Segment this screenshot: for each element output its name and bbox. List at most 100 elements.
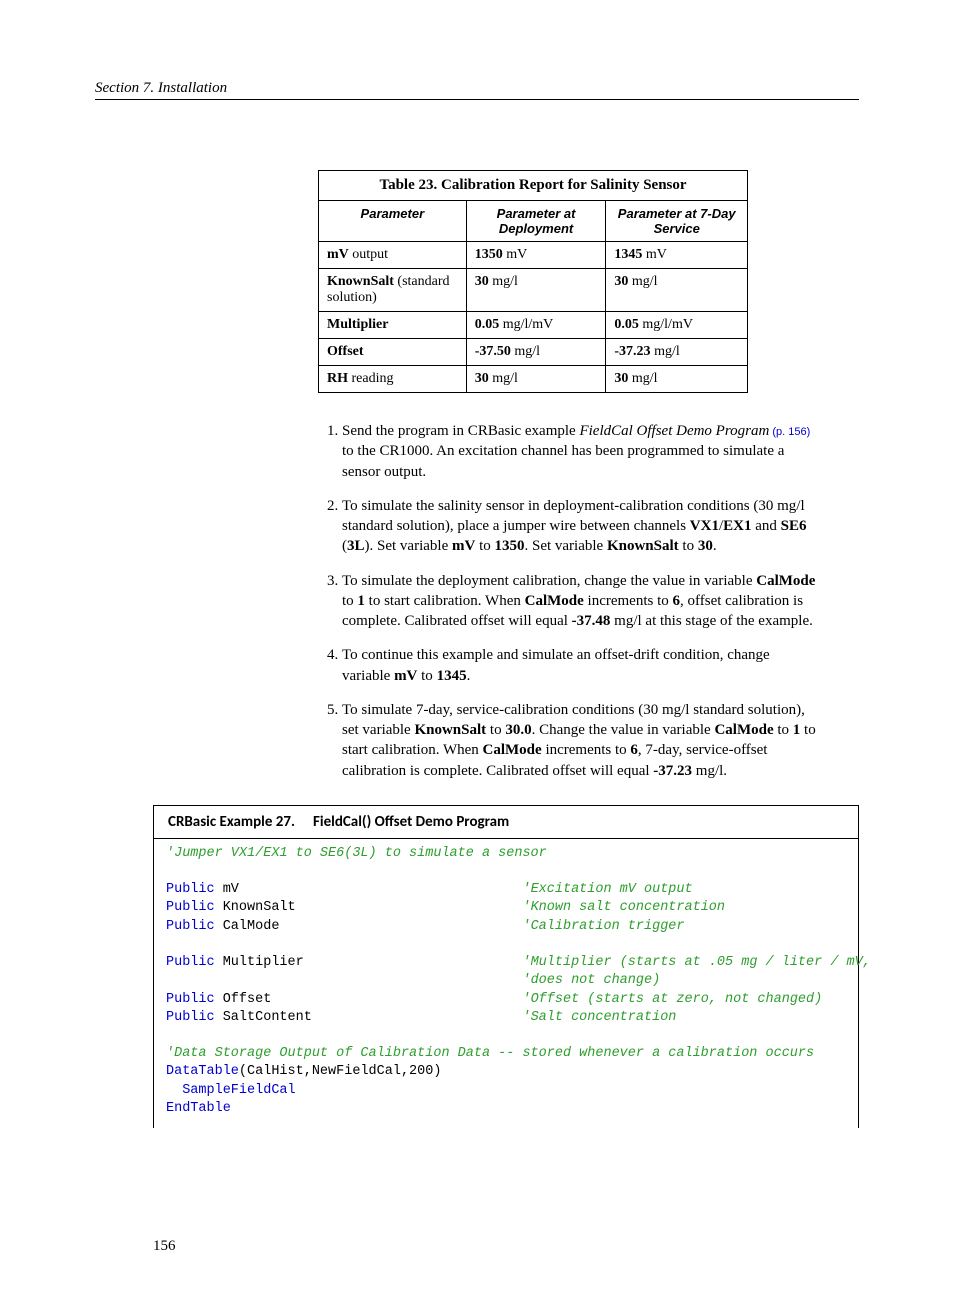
- code-var: Offset: [215, 992, 272, 1007]
- txt: 1345: [437, 668, 467, 684]
- list-item: To simulate 7-day, service-calibration c…: [342, 700, 819, 781]
- cell: mV: [642, 247, 667, 262]
- list-item: To simulate the deployment calibration, …: [342, 571, 819, 632]
- list-item: Send the program in CRBasic example Fiel…: [342, 421, 819, 482]
- txt: to: [486, 722, 505, 738]
- code-kw: Public: [166, 900, 215, 915]
- txt: mV: [394, 668, 417, 684]
- page-header-section: Section 7. Installation: [95, 80, 859, 97]
- txt: FieldCal Offset Demo Program: [579, 423, 769, 439]
- page-ref-link[interactable]: (p. 156): [769, 426, 810, 438]
- txt: ). Set variable: [365, 538, 452, 554]
- code-args: (CalHist,NewFieldCal,200): [239, 1064, 442, 1079]
- list-item: To continue this example and simulate an…: [342, 645, 819, 686]
- txt: . Change the value in variable: [532, 722, 715, 738]
- code-comment: 'Jumper VX1/EX1 to SE6(3L) to simulate a…: [166, 846, 547, 861]
- code-kw: Public: [166, 955, 215, 970]
- steps-list: Send the program in CRBasic example Fiel…: [318, 421, 819, 781]
- main-content: Table 23. Calibration Report for Salinit…: [318, 170, 819, 781]
- table-row: Offset -37.50 mg/l -37.23 mg/l: [319, 339, 748, 366]
- txt: 3L: [347, 538, 365, 554]
- txt: increments to: [584, 593, 673, 609]
- code-var: mV: [215, 882, 239, 897]
- cell: -37.50: [475, 344, 511, 359]
- cell: 30: [475, 371, 489, 386]
- txt: SE6: [781, 518, 807, 534]
- table-row: RH reading 30 mg/l 30 mg/l: [319, 366, 748, 393]
- table-row: mV output 1350 mV 1345 mV: [319, 242, 748, 269]
- txt: KnownSalt: [607, 538, 679, 554]
- txt: to start calibration. When: [365, 593, 525, 609]
- code-comment: 'Salt concentration: [522, 1010, 676, 1025]
- cell: -37.23: [614, 344, 650, 359]
- cell: reading: [348, 371, 393, 386]
- cell: mg/l: [651, 344, 680, 359]
- txt: CalMode: [714, 722, 773, 738]
- table-col-1: Parameter at Deployment: [466, 201, 606, 242]
- txt: VX1: [690, 518, 719, 534]
- txt: to: [679, 538, 698, 554]
- cell: 1345: [614, 247, 642, 262]
- cell: mg/l: [628, 371, 657, 386]
- txt: and: [751, 518, 780, 534]
- cell: mg/l: [628, 274, 657, 289]
- txt: 30: [698, 538, 713, 554]
- txt: to: [417, 668, 436, 684]
- txt: mV: [452, 538, 475, 554]
- code-example-title: CRBasic Example 27.FieldCal() Offset Dem…: [154, 806, 858, 839]
- code-var: Multiplier: [215, 955, 304, 970]
- cell: KnownSalt: [327, 274, 394, 289]
- txt: CalMode: [483, 742, 542, 758]
- cell: output: [349, 247, 388, 262]
- code-listing: 'Jumper VX1/EX1 to SE6(3L) to simulate a…: [154, 839, 858, 1128]
- table-row: Multiplier 0.05 mg/l/mV 0.05 mg/l/mV: [319, 312, 748, 339]
- txt: to: [475, 538, 494, 554]
- cell: mV: [503, 247, 528, 262]
- code-kw: Public: [166, 992, 215, 1007]
- txt: to: [342, 593, 357, 609]
- code-comment: 'Excitation mV output: [522, 882, 692, 897]
- cell: mg/l/mV: [639, 317, 693, 332]
- txt: 6: [673, 593, 681, 609]
- cell: 30: [614, 274, 628, 289]
- txt: -37.48: [572, 613, 611, 629]
- cell: Multiplier: [327, 317, 388, 332]
- code-example-number: CRBasic Example 27.: [168, 813, 295, 831]
- txt: -37.23: [653, 763, 692, 779]
- code-kw: SampleFieldCal: [166, 1083, 296, 1098]
- txt: To simulate the deployment calibration, …: [342, 573, 756, 589]
- txt: 30.0: [505, 722, 531, 738]
- txt: .: [467, 668, 471, 684]
- code-example-box: CRBasic Example 27.FieldCal() Offset Dem…: [153, 805, 859, 1128]
- code-kw: EndTable: [166, 1101, 231, 1116]
- table-row: KnownSalt (standard solution) 30 mg/l 30…: [319, 269, 748, 312]
- cell: mg/l/mV: [499, 317, 553, 332]
- cell: mg/l: [489, 371, 518, 386]
- code-comment: 'Data Storage Output of Calibration Data…: [166, 1046, 814, 1061]
- code-comment: 'Offset (starts at zero, not changed): [522, 992, 822, 1007]
- cell: mg/l: [511, 344, 540, 359]
- cell: mg/l: [489, 274, 518, 289]
- calibration-table: Table 23. Calibration Report for Salinit…: [318, 170, 748, 393]
- code-kw: Public: [166, 882, 215, 897]
- txt: 1350: [494, 538, 524, 554]
- txt: .: [713, 538, 717, 554]
- code-comment: 'Calibration trigger: [522, 919, 684, 934]
- txt: Send the program in CRBasic example: [342, 423, 579, 439]
- code-kw: Public: [166, 1010, 215, 1025]
- cell: 30: [475, 274, 489, 289]
- cell: 1350: [475, 247, 503, 262]
- txt: CalMode: [756, 573, 815, 589]
- code-comment: 'Multiplier (starts at .05 mg / liter / …: [522, 955, 870, 970]
- txt: mg/l.: [692, 763, 727, 779]
- txt: KnownSalt: [414, 722, 486, 738]
- page-number: 156: [153, 1238, 859, 1255]
- cell: mV: [327, 247, 349, 262]
- table-col-2: Parameter at 7-Day Service: [606, 201, 748, 242]
- txt: increments to: [542, 742, 631, 758]
- code-var: KnownSalt: [215, 900, 296, 915]
- code-comment: 'Known salt concentration: [522, 900, 725, 915]
- table-title: Table 23. Calibration Report for Salinit…: [319, 171, 748, 201]
- txt: CalMode: [525, 593, 584, 609]
- cell: Offset: [327, 344, 364, 359]
